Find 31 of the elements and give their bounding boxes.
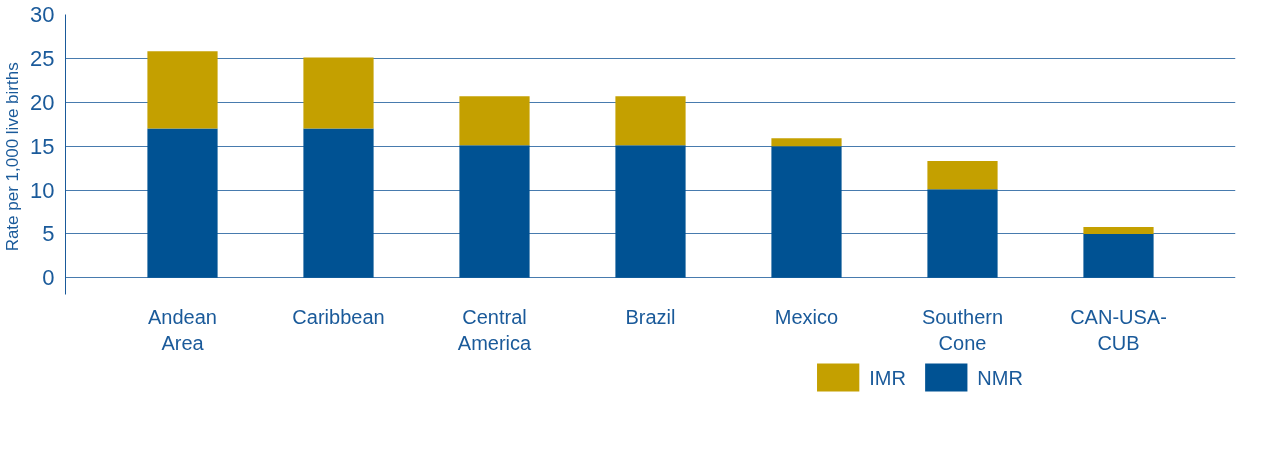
bar <box>147 128 218 278</box>
y-tick-label: 15 <box>30 133 55 159</box>
x-tick-label: Mexico <box>774 305 839 328</box>
x-tick-label: Brazil <box>625 305 676 328</box>
legend-label: IMR <box>869 366 906 389</box>
y-tick-label: 25 <box>30 45 55 71</box>
legend-label: NMR <box>977 366 1023 389</box>
bar <box>303 57 374 129</box>
x-tick-label: CAN-USA- CUB <box>1070 305 1167 354</box>
bar <box>927 189 998 278</box>
bar <box>771 138 842 147</box>
bar <box>771 146 842 278</box>
x-tick-label: Andean Area <box>148 305 217 354</box>
y-tick-label: 0 <box>42 265 55 291</box>
bar <box>303 128 374 278</box>
x-tick-label: Southern Cone <box>921 305 1004 354</box>
y-tick-label: 5 <box>42 221 55 247</box>
bar <box>459 145 530 278</box>
bar <box>927 161 998 190</box>
bar <box>147 51 218 129</box>
y-axis-title: Rate per 1,000 live births <box>3 62 23 252</box>
bar <box>615 145 686 278</box>
y-tick-label: 30 <box>30 2 55 27</box>
bar <box>459 96 530 146</box>
y-tick-label: 10 <box>30 177 55 203</box>
bar <box>615 96 686 146</box>
x-tick-label: Caribbean <box>292 305 385 328</box>
bar <box>1083 233 1154 278</box>
y-tick-label: 20 <box>30 89 55 115</box>
bar <box>1083 226 1154 234</box>
x-tick-label: Central America <box>457 305 533 354</box>
